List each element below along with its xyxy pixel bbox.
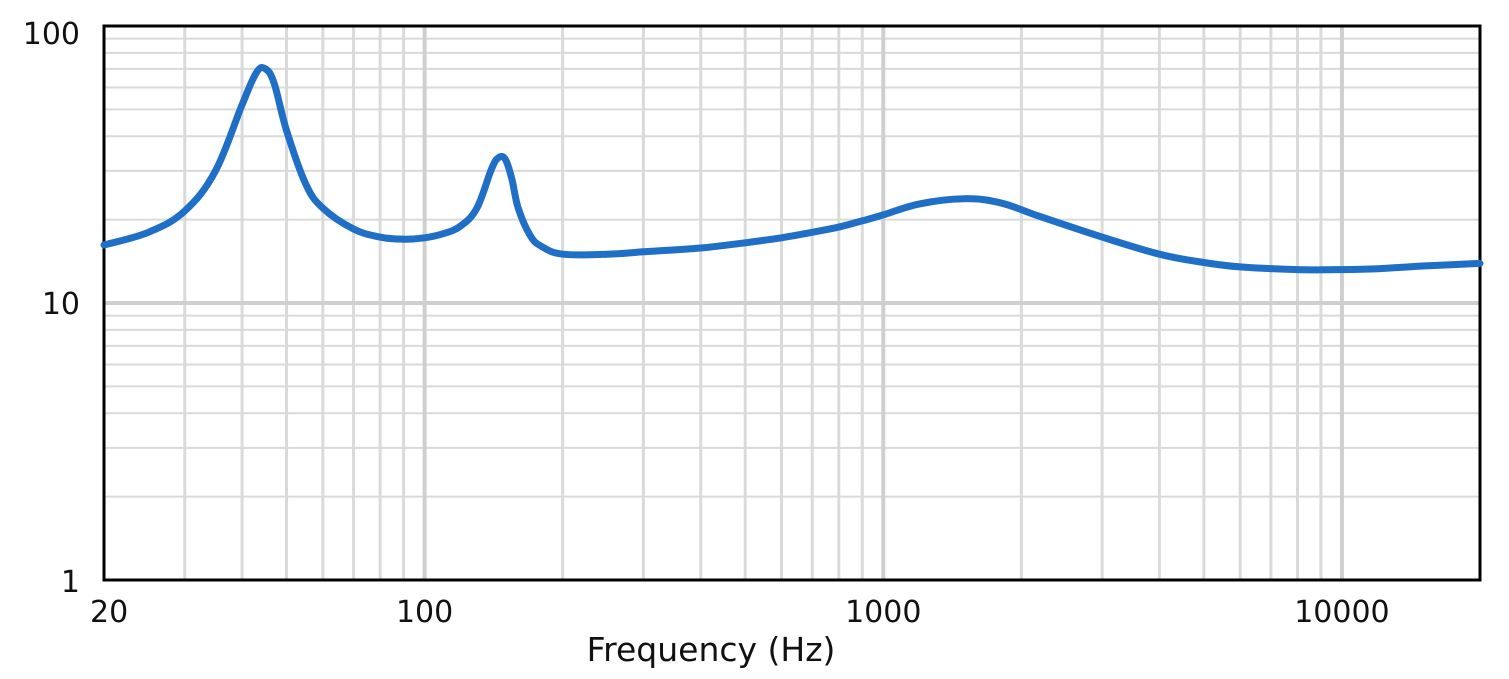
x-tick-label: 100 (396, 595, 453, 630)
plot-frame (102, 24, 1482, 582)
x-tick-labels: 20 100 1000 10000 (90, 595, 1390, 630)
y-tick-label: 10 (42, 287, 80, 322)
x-axis-title: Frequency (Hz) (587, 630, 836, 669)
x-tick-label: 1000 (845, 595, 921, 630)
major-grid (104, 26, 1480, 580)
series-line (100, 63, 1484, 274)
y-tick-label: 1 (61, 565, 80, 600)
y-tick-labels: 1 10 100 (23, 17, 80, 600)
x-tick-label: 20 (90, 595, 128, 630)
y-tick-label: 100 (23, 17, 80, 52)
x-tick-label: 10000 (1294, 595, 1389, 630)
